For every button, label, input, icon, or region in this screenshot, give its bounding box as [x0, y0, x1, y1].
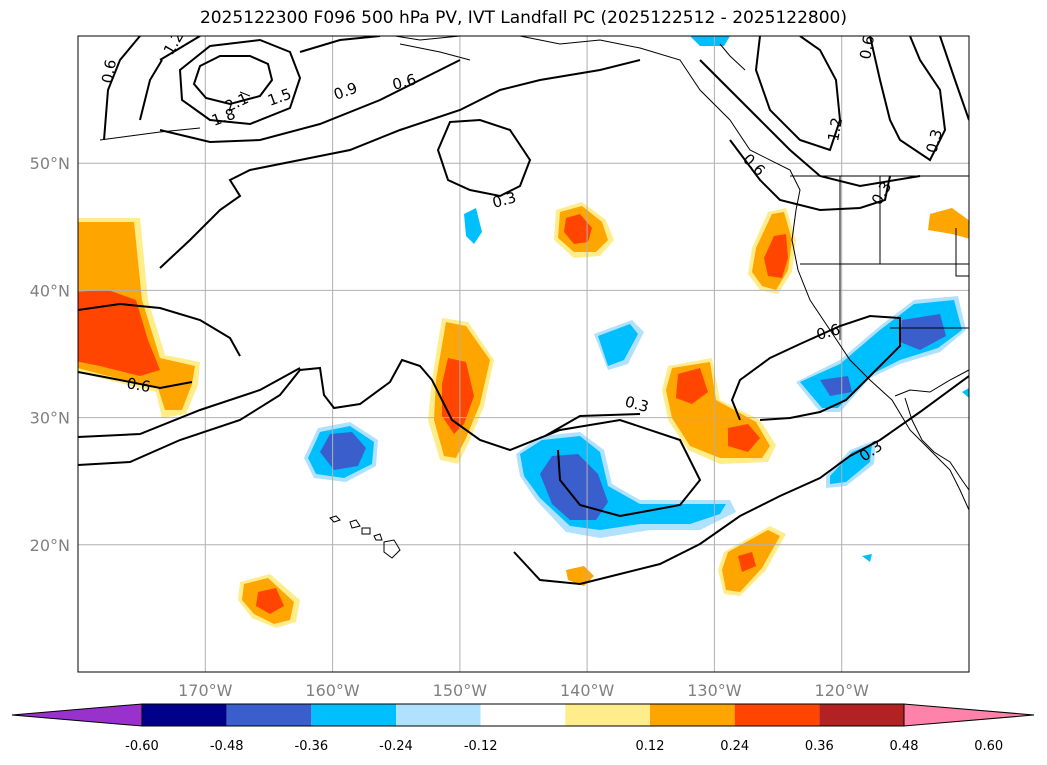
lat-tick-label: 40°N	[30, 281, 70, 300]
lat-tick-label: 30°N	[30, 409, 70, 428]
lon-tick-label: 140°W	[560, 681, 615, 700]
shade-118w-dark1	[900, 314, 946, 350]
colorbar-swatch	[819, 704, 904, 726]
shade-west-red	[78, 290, 160, 376]
colorbar-tick-label: 0.36	[805, 739, 834, 754]
colorbar-tick-label: 0.48	[890, 739, 919, 754]
contour-west-arc	[159, 59, 641, 269]
contour-label: 0.6	[98, 58, 120, 85]
colorbar-tick-label: 0.60	[974, 739, 1003, 754]
lon-tick-label: 160°W	[305, 681, 360, 700]
contour-06-east	[730, 314, 901, 421]
lat-tick-labels: 20°N 30°N 40°N 50°N	[30, 154, 70, 555]
contour-03-outer	[78, 367, 301, 438]
contour-label: 0.3	[922, 127, 946, 155]
contour-label: 0.6	[856, 34, 878, 61]
colorbar-extend-high	[903, 703, 1035, 727]
shade-148w-small	[464, 208, 482, 244]
pv-contours	[78, 36, 969, 586]
shade-130w-top	[690, 36, 730, 46]
colorbar-swatch	[734, 704, 820, 726]
lon-tick-label: 130°W	[687, 681, 742, 700]
shade-140w-blue	[598, 324, 638, 366]
shade-125w-red	[764, 234, 788, 278]
contour-ne-d	[729, 139, 891, 212]
contour-ne-a	[699, 59, 921, 188]
gridlines	[78, 36, 969, 672]
colorbar-swatch	[226, 704, 312, 726]
colorbar-labels: -0.60 -0.48 -0.36 -0.24 -0.12 0.12 0.24 0.36 0.4…	[125, 739, 1003, 754]
colorbar-swatch	[565, 704, 650, 726]
contour-label: 0.6	[390, 70, 418, 94]
colorbar-tick-label: -0.24	[379, 739, 413, 754]
shade-113w	[928, 208, 969, 239]
colorbar-swatch	[142, 704, 227, 726]
map-title: 2025122300 F096 500 hPa PV, IVT Landfall…	[199, 8, 847, 28]
lon-tick-label: 120°W	[815, 681, 870, 700]
shade-128w-red	[738, 552, 756, 572]
shade-130w-red2	[728, 424, 760, 452]
shade-130w-red	[676, 368, 708, 404]
colorbar-swatch	[650, 704, 735, 726]
shade-118w-dark2	[820, 376, 852, 396]
contour-ne-c	[869, 36, 947, 162]
shade-120w-south-blue	[830, 444, 872, 484]
colorbar-swatch	[311, 704, 396, 726]
shade-143w-red	[564, 214, 592, 244]
coastlines	[99, 36, 969, 511]
contour-label: 0.6	[814, 320, 842, 344]
lat-tick-label: 20°N	[30, 536, 70, 555]
map-frame	[77, 35, 970, 673]
contour-03-south	[513, 375, 969, 586]
colorbar-extend-low	[11, 703, 143, 727]
lat-tick-label: 50°N	[30, 154, 70, 173]
contour-nw-ring1	[192, 55, 274, 106]
colorbar-swatch	[480, 704, 566, 726]
contour-06-west	[78, 302, 241, 390]
shade-165w-red	[256, 588, 284, 614]
contour-nw-ring4	[103, 36, 163, 141]
contour-ne-b	[754, 36, 842, 152]
colorbar-tick-label: 0.12	[636, 739, 665, 754]
colorbar-tick-label: -0.12	[464, 739, 498, 754]
colorbar-tick-label: -0.48	[210, 739, 244, 754]
shade-118w-tiny	[862, 554, 872, 562]
colorbar-frame	[141, 703, 905, 727]
contour-nw-ring2	[178, 38, 302, 126]
shade-110w-tiny	[962, 388, 969, 398]
contour-label: 0.3	[490, 188, 518, 212]
contour-ne-e	[939, 36, 969, 121]
colorbar-tick-label: -0.36	[295, 739, 329, 754]
hawaii-islands	[329, 515, 401, 559]
contour-03-north	[436, 118, 532, 198]
contour-label: 1.2	[824, 116, 846, 143]
shade-160w-dark	[320, 432, 366, 470]
colorbar-swatch	[396, 704, 481, 726]
contour-label: 0.3	[623, 392, 651, 416]
contour-label: 0.6	[125, 374, 152, 396]
shade-140w-big-dark	[540, 454, 608, 520]
lon-tick-labels: 170°W 160°W 150°W 140°W 130°W 120°W	[178, 681, 869, 700]
contour-nw-ring3	[159, 36, 461, 144]
colorbar-tick-label: 0.24	[720, 739, 749, 754]
colorbar-tick-label: -0.60	[125, 739, 159, 754]
lon-tick-label: 170°W	[178, 681, 233, 700]
contour-03-main	[78, 358, 702, 518]
lon-tick-label: 150°W	[433, 681, 488, 700]
colorbar	[11, 703, 1035, 727]
